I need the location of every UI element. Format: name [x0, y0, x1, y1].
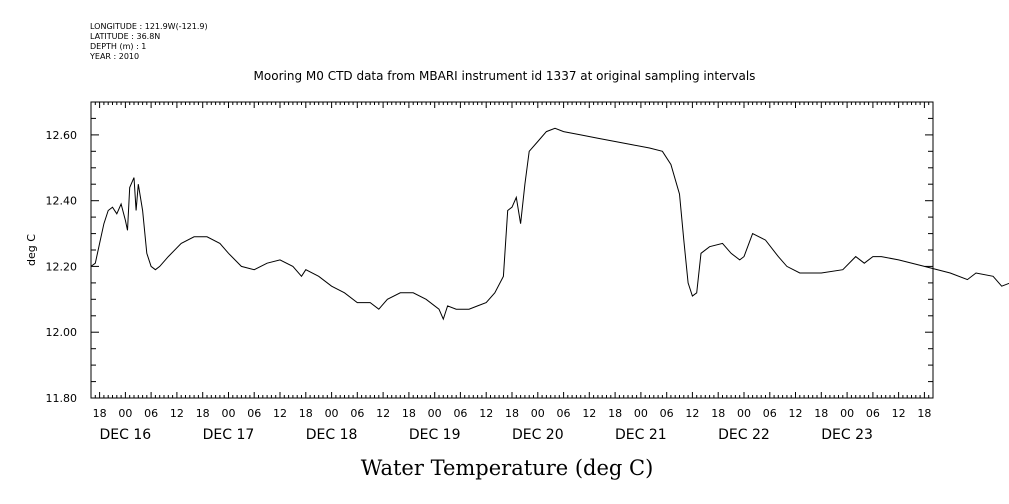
x-day-label: DEC 19 [409, 427, 461, 443]
x-hour-label: 06 [453, 407, 467, 420]
y-tick-label: 11.80 [46, 392, 78, 405]
x-hour-label: 00 [737, 407, 751, 420]
plot-frame [90, 101, 934, 399]
x-day-label: DEC 21 [615, 427, 667, 443]
x-hour-label: 00 [634, 407, 648, 420]
x-axis-label: Water Temperature (deg C) [361, 456, 654, 480]
x-hour-label: 06 [866, 407, 880, 420]
y-tick-labels: 11.80 12.00 12.20 12.40 12.60 [46, 129, 78, 405]
y-axis-label: deg C [25, 234, 38, 266]
x-hour-label: 18 [196, 407, 210, 420]
x-hour-label: 00 [428, 407, 442, 420]
x-day-label: DEC 20 [512, 427, 564, 443]
x-hour-label: 12 [582, 407, 596, 420]
y-tick-label: 12.00 [46, 326, 78, 339]
x-hour-label: 00 [840, 407, 854, 420]
x-hour-label: 12 [479, 407, 493, 420]
x-hour-label: 06 [144, 407, 158, 420]
depth-label: DEPTH (m) : 1 [90, 42, 147, 51]
x-hour-label: 12 [376, 407, 390, 420]
x-day-label: DEC 22 [718, 427, 770, 443]
temperature-series-line [90, 127, 1009, 321]
chart-title: Mooring M0 CTD data from MBARI instrumen… [253, 69, 756, 83]
x-hour-label: 00 [531, 407, 545, 420]
y-tick-label: 12.20 [46, 260, 78, 273]
x-hour-label: 00 [325, 407, 339, 420]
x-hour-label: 18 [93, 407, 107, 420]
x-day-labels: DEC 16 DEC 17 DEC 18 DEC 19 DEC 20 DEC 21 DEC … [100, 427, 873, 443]
x-day-label: DEC 16 [100, 427, 152, 443]
x-hour-label: 06 [763, 407, 777, 420]
y-tick-label: 12.40 [46, 195, 78, 208]
x-hour-label: 12 [273, 407, 287, 420]
x-hour-label: 18 [814, 407, 828, 420]
x-hour-label: 00 [118, 407, 132, 420]
x-hour-label: 12 [789, 407, 803, 420]
x-hour-label: 18 [917, 407, 931, 420]
y-tick-label: 12.60 [46, 129, 78, 142]
x-hour-label: 06 [247, 407, 261, 420]
x-hour-labels: 18 00 06 12 18 00 06 12 18 00 06 12 18 00 06 12 18 00 06 12… [93, 407, 932, 420]
x-day-label: DEC 18 [306, 427, 358, 443]
x-hour-label: 18 [505, 407, 519, 420]
year-label: YEAR : 2010 [90, 52, 140, 61]
x-hour-label: 18 [711, 407, 725, 420]
metadata-block: LONGITUDE : 121.9W(-121.9) LATITUDE : 36… [90, 22, 208, 62]
latitude-label: LATITUDE : 36.8N [90, 32, 161, 41]
x-day-label: DEC 17 [203, 427, 255, 443]
x-hour-label: 12 [170, 407, 184, 420]
x-hour-label: 12 [892, 407, 906, 420]
x-hour-label: 06 [557, 407, 571, 420]
tick-marks [90, 101, 934, 399]
x-hour-label: 18 [299, 407, 313, 420]
x-hour-label: 12 [685, 407, 699, 420]
x-day-label: DEC 23 [821, 427, 873, 443]
x-hour-label: 06 [660, 407, 674, 420]
x-hour-label: 18 [608, 407, 622, 420]
longitude-label: LONGITUDE : 121.9W(-121.9) [90, 22, 208, 31]
x-hour-label: 06 [350, 407, 364, 420]
x-hour-label: 18 [402, 407, 416, 420]
x-hour-label: 00 [221, 407, 235, 420]
